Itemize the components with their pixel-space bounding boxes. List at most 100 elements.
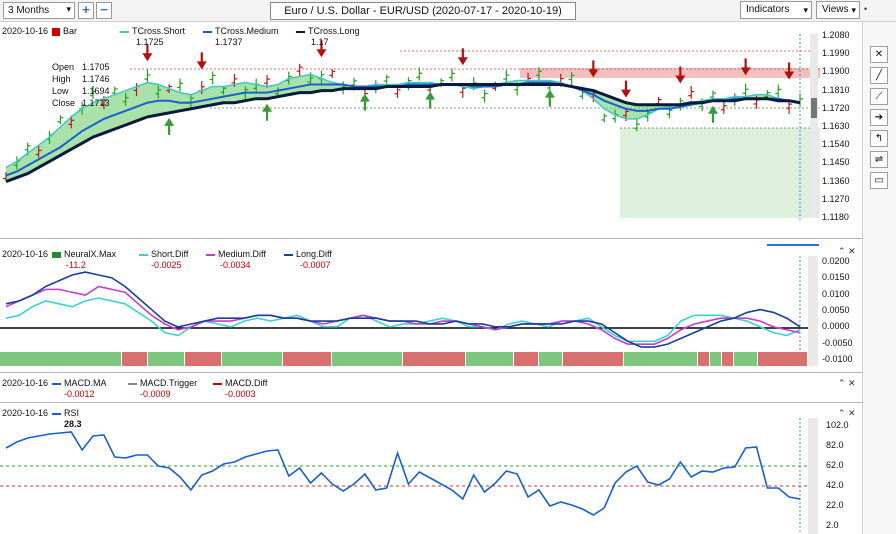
tcross-long-line [5, 83, 801, 184]
rsi-panel: 2020-10-16 RSI 28.3 102.0 82.0 62.0 42.0 22.0… [0, 404, 862, 534]
legend-macd-ma: MACD.MA -0.0012 [52, 378, 107, 399]
price-bar [786, 100, 793, 114]
signal-strip-segment [624, 352, 697, 366]
price-bar [720, 100, 727, 114]
zoom-in-button[interactable]: + [78, 2, 94, 19]
legend-value: -0.0012 [64, 389, 95, 399]
legend-value: -0.0003 [225, 389, 256, 399]
price-bar [797, 93, 803, 107]
collapse-panel-icon[interactable]: ⌃ ✕ [838, 378, 856, 388]
price-date: 2020-10-16 [2, 26, 49, 36]
chevron-down-icon: ▾ [66, 4, 71, 14]
signal-strip-segment [466, 352, 513, 366]
low-label: Low [52, 86, 69, 96]
legend-value: -11.2 [66, 260, 86, 270]
chart-title: Euro / U.S. Dollar - EUR/USD (2020-07-17… [270, 2, 576, 20]
chevron-down-icon: ▾ [851, 5, 856, 15]
tcross-short-line [5, 73, 801, 169]
buy-signal-arrow [164, 117, 175, 135]
legend-swatch [120, 30, 129, 33]
legend-swatch [284, 253, 293, 256]
signal-strip-segment [514, 352, 538, 366]
rsi-chart[interactable] [0, 404, 862, 534]
legend-name: RSI [64, 408, 80, 418]
close-icon[interactable]: ✕ [870, 46, 888, 63]
long-diff-line [5, 271, 801, 348]
collapse-panel-icon[interactable]: ⌃ ✕ [838, 246, 856, 256]
panel-divider [0, 402, 862, 403]
signal-strip-segment [734, 352, 757, 366]
legend-swatch [52, 251, 61, 258]
open-value: 1.1705 [82, 62, 110, 72]
price-bar [383, 74, 390, 84]
legend-macd-diff: MACD.Diff -0.0003 [213, 378, 267, 399]
price-bar [633, 118, 640, 132]
price-bar [688, 85, 695, 99]
legend-value: 1.17 [311, 37, 329, 47]
buy-signal-arrow [359, 93, 370, 111]
neural-scroll-track[interactable] [808, 256, 818, 366]
high-value: 1.1746 [82, 74, 110, 84]
neural-date: 2020-10-16 [2, 249, 49, 259]
price-bar [329, 68, 336, 78]
chevron-down-icon: ▾ [803, 5, 808, 15]
price-bar [35, 144, 42, 158]
legend-name: Short.Diff [151, 249, 189, 259]
legend-macd-trigger: MACD.Trigger -0.0009 [128, 378, 197, 399]
neural-chart[interactable] [0, 246, 862, 370]
channel-icon[interactable]: ⇌ [870, 151, 888, 168]
trend-line-icon[interactable]: ⟋ [870, 88, 888, 105]
signal-strip-segment [698, 352, 709, 366]
price-bar [601, 113, 608, 123]
legend-neuralx-max: NeuralX.Max -11.2 [52, 249, 116, 270]
legend-value: -0.0009 [140, 389, 171, 399]
price-bar [742, 83, 749, 97]
indicators-dropdown[interactable]: Indicators ▾ [740, 1, 812, 19]
y-tick: 1.2080 [822, 30, 850, 40]
price-scroll-thumb[interactable] [811, 98, 817, 118]
y-tick: 1.1270 [822, 193, 850, 204]
signal-strip-segment [0, 352, 121, 366]
price-chart[interactable] [0, 22, 862, 238]
ohlc-readout: Open 1.1705 High 1.1746 Low 1.1694 Close 1.1… [52, 61, 110, 109]
y-tick: 1.1450 [822, 157, 850, 168]
legend-value: -0.0007 [300, 260, 331, 270]
legend-swatch [213, 382, 222, 385]
price-bar [155, 85, 162, 99]
rsi-scroll-track[interactable] [808, 418, 818, 534]
chart-toolbar: 3 Months ▾ + − Euro / U.S. Dollar - EUR/U… [0, 0, 896, 22]
y-tick: 0.0150 [822, 272, 850, 283]
price-bar [122, 92, 129, 106]
collapse-panel-icon[interactable]: ⌃ ✕ [838, 408, 856, 418]
period-select-value: 3 Months [8, 5, 50, 16]
neural-panel: 2020-10-16 NeuralX.Max -11.2 Short.Diff -0… [0, 246, 862, 370]
zoom-out-button[interactable]: − [96, 2, 112, 19]
pin-icon[interactable]: • [864, 4, 868, 14]
panel-divider [0, 372, 862, 373]
price-scroll-track[interactable] [810, 34, 818, 218]
signal-strip-segment [722, 352, 733, 366]
text-tool-icon[interactable]: ▭ [870, 172, 888, 189]
close-value: 1.1713 [82, 98, 110, 108]
y-tick: 0.0050 [822, 305, 850, 315]
sell-signal-arrow [142, 44, 153, 62]
signal-strip-segment [710, 352, 721, 366]
price-bar [416, 67, 423, 81]
legend-rsi: RSI 28.3 [52, 408, 82, 429]
legend-swatch [206, 253, 215, 256]
buy-signal-arrow [544, 89, 555, 107]
period-select[interactable]: 3 Months ▾ [3, 2, 75, 19]
indicators-dropdown-label: Indicators [746, 4, 790, 15]
legend-short-diff: Short.Diff -0.0025 [139, 249, 189, 270]
legend-long-diff: Long.Diff -0.0007 [284, 249, 332, 270]
y-tick: 1.1900 [822, 66, 850, 77]
fibonacci-icon[interactable]: ↰ [870, 130, 888, 147]
line-tool-icon[interactable]: ╱ [870, 67, 888, 84]
neuralx-signal-strip [0, 352, 807, 366]
cursor-icon[interactable]: ➔ [870, 109, 888, 126]
close-label: Close [52, 98, 76, 108]
legend-swatch [128, 382, 137, 385]
price-bar [177, 78, 184, 92]
y-tick: 1.1540 [822, 139, 850, 150]
views-dropdown[interactable]: Views ▾ [816, 1, 860, 19]
